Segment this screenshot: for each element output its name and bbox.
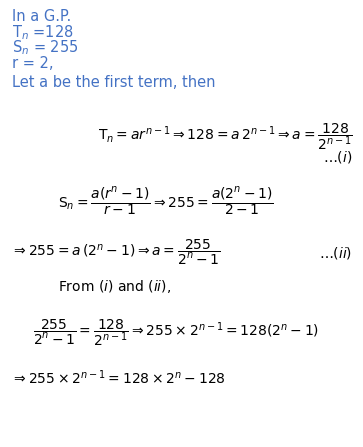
Text: In a G.P.: In a G.P.	[12, 9, 71, 24]
Text: r = 2,: r = 2,	[12, 56, 53, 71]
Text: $\dfrac{255}{2^n-1} = \dfrac{128}{2^{n-1}} \Rightarrow 255 \times 2^{n-1} = 128(: $\dfrac{255}{2^n-1} = \dfrac{128}{2^{n-1…	[33, 317, 319, 349]
Text: Let a be the first term, then: Let a be the first term, then	[12, 75, 216, 90]
Text: $\mathrm{S}_n = \dfrac{a(r^n-1)}{r-1} \Rightarrow 255 = \dfrac{a(2^n-1)}{2-1}$: $\mathrm{S}_n = \dfrac{a(r^n-1)}{r-1} \R…	[58, 186, 274, 218]
Text: From $(i)$ and $(ii)$,: From $(i)$ and $(ii)$,	[58, 278, 171, 295]
Text: $\Rightarrow 255 = a\,(2^n - 1) \Rightarrow a = \dfrac{255}{2^n - 1}$: $\Rightarrow 255 = a\,(2^n - 1) \Rightar…	[11, 238, 220, 267]
Text: $\mathrm{S}_n$ = 255: $\mathrm{S}_n$ = 255	[12, 38, 78, 57]
Text: $\ldots(ii)$: $\ldots(ii)$	[319, 245, 352, 261]
Text: $\mathrm{T}_n$ =128: $\mathrm{T}_n$ =128	[12, 23, 74, 42]
Text: $\Rightarrow 255 \times 2^{n-1} = 128 \times 2^n - 128$: $\Rightarrow 255 \times 2^{n-1} = 128 \t…	[11, 368, 226, 387]
Text: $\ldots(i)$: $\ldots(i)$	[323, 149, 352, 165]
Text: $\mathrm{T}_n = ar^{n-1} \Rightarrow 128 = a\,2^{n-1} \Rightarrow a = \dfrac{128: $\mathrm{T}_n = ar^{n-1} \Rightarrow 128…	[98, 121, 353, 152]
